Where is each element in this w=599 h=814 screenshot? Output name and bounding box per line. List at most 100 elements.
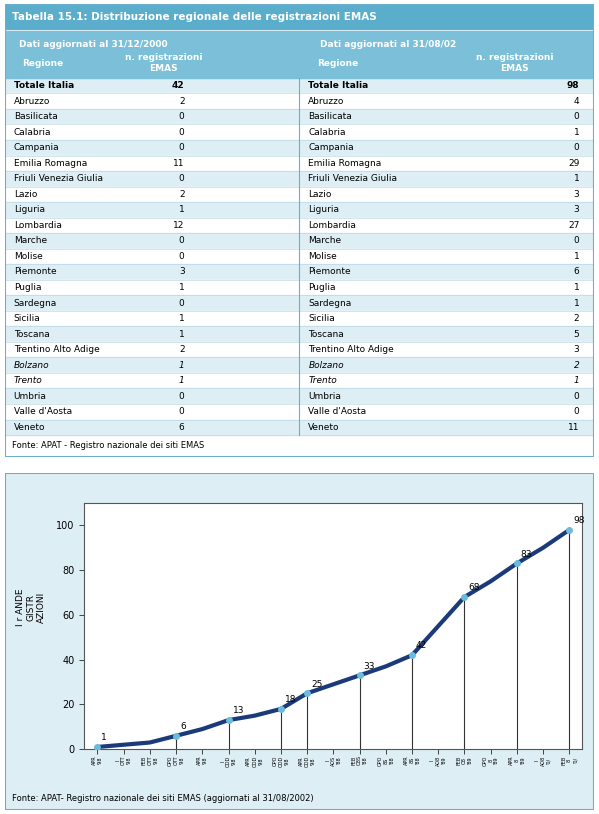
Text: Trento: Trento <box>308 376 337 385</box>
Text: 1: 1 <box>179 330 184 339</box>
Text: Abruzzo: Abruzzo <box>308 97 344 106</box>
Text: 0: 0 <box>574 143 579 152</box>
Text: Campania: Campania <box>308 143 354 152</box>
Text: 2: 2 <box>179 190 184 199</box>
Text: 0: 0 <box>179 299 184 308</box>
Text: Bolzano: Bolzano <box>308 361 344 370</box>
Text: Friuli Venezia Giulia: Friuli Venezia Giulia <box>308 174 397 183</box>
Bar <box>5 357 594 373</box>
Text: Trentino Alto Adige: Trentino Alto Adige <box>308 345 394 354</box>
Text: Totale Italia: Totale Italia <box>14 81 74 90</box>
Bar <box>5 78 594 94</box>
Text: 0: 0 <box>179 128 184 137</box>
Text: Molise: Molise <box>14 252 43 261</box>
Bar <box>5 155 594 171</box>
Text: Dati aggiornati al 31/08/02: Dati aggiornati al 31/08/02 <box>320 40 456 50</box>
Bar <box>5 388 594 404</box>
Text: Sicilia: Sicilia <box>308 314 335 323</box>
Text: Friuli Venezia Giulia: Friuli Venezia Giulia <box>14 174 102 183</box>
Text: Basilicata: Basilicata <box>308 112 352 121</box>
Text: 4: 4 <box>574 97 579 106</box>
Bar <box>5 342 594 357</box>
Text: Fonte: APAT - Registro nazionale dei siti EMAS: Fonte: APAT - Registro nazionale dei sit… <box>12 441 204 450</box>
Text: Umbria: Umbria <box>308 392 341 400</box>
Text: 0: 0 <box>179 143 184 152</box>
Text: Umbria: Umbria <box>14 392 47 400</box>
Text: Toscana: Toscana <box>14 330 49 339</box>
Text: 0: 0 <box>574 236 579 246</box>
Text: Puglia: Puglia <box>308 283 336 292</box>
Bar <box>5 4 594 30</box>
Text: 0: 0 <box>179 407 184 416</box>
Bar <box>5 217 594 233</box>
Text: Abruzzo: Abruzzo <box>14 97 50 106</box>
Text: 98: 98 <box>567 81 579 90</box>
Text: Liguria: Liguria <box>14 205 45 214</box>
Text: 1: 1 <box>574 376 579 385</box>
Text: Totale Italia: Totale Italia <box>308 81 368 90</box>
Text: 6: 6 <box>574 268 579 277</box>
Bar <box>5 109 594 125</box>
Text: 0: 0 <box>179 236 184 246</box>
Text: Veneto: Veneto <box>308 422 340 431</box>
Text: 2: 2 <box>179 97 184 106</box>
Text: Bolzano: Bolzano <box>14 361 49 370</box>
Text: Regione: Regione <box>317 59 358 68</box>
Text: Piemonte: Piemonte <box>14 268 56 277</box>
Text: 2: 2 <box>574 361 579 370</box>
Text: Marche: Marche <box>308 236 341 246</box>
Bar <box>5 140 594 155</box>
Bar <box>5 404 594 419</box>
Text: Marche: Marche <box>14 236 47 246</box>
Text: Valle d'Aosta: Valle d'Aosta <box>14 407 72 416</box>
Bar <box>5 419 594 435</box>
Text: n. registrazioni
EMAS: n. registrazioni EMAS <box>476 54 553 72</box>
Bar <box>5 280 594 295</box>
Text: 0: 0 <box>574 407 579 416</box>
Text: Calabria: Calabria <box>308 128 346 137</box>
Text: Sardegna: Sardegna <box>14 299 57 308</box>
Text: Piemonte: Piemonte <box>308 268 351 277</box>
Text: 1: 1 <box>574 299 579 308</box>
Bar <box>5 125 594 140</box>
Text: 3: 3 <box>574 345 579 354</box>
Text: Toscana: Toscana <box>308 330 344 339</box>
Bar <box>5 171 594 186</box>
Bar <box>5 265 594 280</box>
Text: 12: 12 <box>173 221 184 230</box>
Bar <box>5 249 594 265</box>
Bar <box>5 373 594 388</box>
Bar <box>5 295 594 311</box>
Text: Sardegna: Sardegna <box>308 299 352 308</box>
Text: 1: 1 <box>574 252 579 261</box>
Text: 1: 1 <box>574 128 579 137</box>
Text: Lombardia: Lombardia <box>308 221 356 230</box>
Text: 0: 0 <box>574 112 579 121</box>
Text: 6: 6 <box>179 422 184 431</box>
Text: 1: 1 <box>574 174 579 183</box>
Text: 0: 0 <box>179 112 184 121</box>
Text: Emilia Romagna: Emilia Romagna <box>308 159 382 168</box>
Bar <box>5 233 594 249</box>
Text: 11: 11 <box>568 422 579 431</box>
Text: 11: 11 <box>173 159 184 168</box>
Bar <box>5 30 594 78</box>
Text: Emilia Romagna: Emilia Romagna <box>14 159 87 168</box>
Bar <box>5 311 594 326</box>
Text: 2: 2 <box>179 345 184 354</box>
Text: 1: 1 <box>179 361 184 370</box>
Text: 1: 1 <box>179 205 184 214</box>
Text: Regione: Regione <box>23 59 63 68</box>
Text: n. registrazioni
EMAS: n. registrazioni EMAS <box>125 54 202 72</box>
Text: Tabella 15.1: Distribuzione regionale delle registrazioni EMAS: Tabella 15.1: Distribuzione regionale de… <box>12 12 377 22</box>
Text: 1: 1 <box>179 376 184 385</box>
Text: 1: 1 <box>179 283 184 292</box>
Text: I r ANDE
GISTR
AZIONI: I r ANDE GISTR AZIONI <box>16 589 46 626</box>
Bar <box>5 94 594 109</box>
Text: 27: 27 <box>568 221 579 230</box>
Text: Trento: Trento <box>14 376 43 385</box>
Text: 0: 0 <box>179 392 184 400</box>
Text: Dati aggiornati al 31/12/2000: Dati aggiornati al 31/12/2000 <box>19 40 168 50</box>
Text: Sicilia: Sicilia <box>14 314 40 323</box>
Text: 3: 3 <box>179 268 184 277</box>
